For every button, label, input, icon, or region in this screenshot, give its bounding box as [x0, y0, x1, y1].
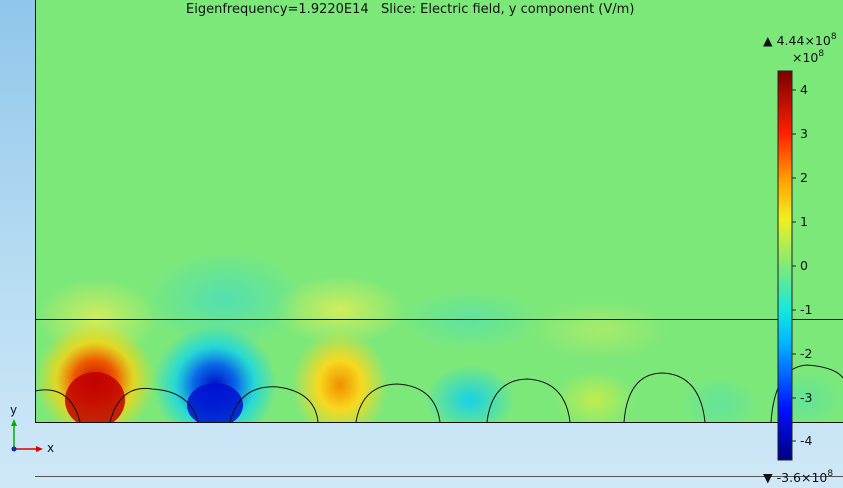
plot-title: Eigenfrequency=1.9220E14 Slice: Electric…	[186, 2, 635, 17]
particle-outlines	[34, 364, 843, 423]
max-triangle-icon: ▲	[763, 33, 773, 48]
z-axis-dot	[11, 446, 17, 452]
axis-triad	[11, 419, 43, 452]
color-legend-tick-marks	[792, 89, 796, 442]
color-legend-tick: 1	[800, 214, 808, 229]
triad-x-label: x	[47, 441, 55, 455]
color-legend-scale-label: ×108	[792, 49, 825, 65]
color-legend-tick: 2	[800, 170, 808, 185]
color-legend-max-label: ▲ 4.44×108	[763, 32, 837, 48]
color-legend-tick: -1	[800, 302, 813, 317]
domain-background	[35, 0, 843, 422]
color-legend-min-label: ▼ -3.6×108	[763, 469, 834, 485]
color-legend-tick: -2	[800, 346, 813, 361]
triad-y-label: y	[10, 403, 18, 417]
color-legend-tick: -4	[800, 433, 813, 448]
color-legend-tick: -3	[800, 390, 813, 405]
color-legend-bar	[777, 70, 793, 461]
color-legend-tick: 0	[800, 258, 808, 273]
color-legend-tick: 4	[800, 82, 808, 97]
min-triangle-icon: ▼	[763, 470, 773, 485]
color-legend-tick: 3	[800, 126, 808, 141]
